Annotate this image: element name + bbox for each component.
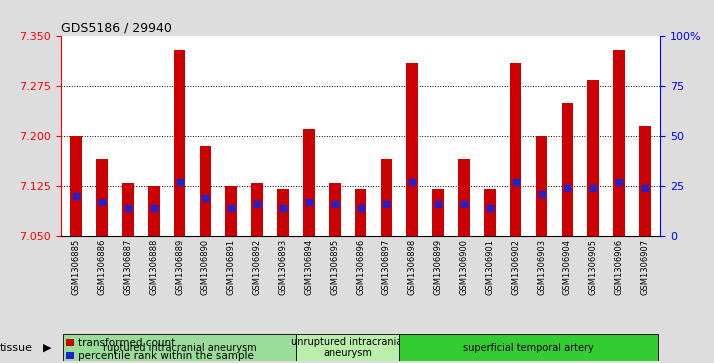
Text: superficial temporal artery: superficial temporal artery xyxy=(463,343,594,352)
Point xyxy=(510,179,521,185)
Bar xyxy=(329,183,341,236)
Point xyxy=(122,205,134,211)
Point xyxy=(96,199,108,205)
Bar xyxy=(613,50,625,236)
Point xyxy=(251,201,263,207)
Point xyxy=(562,185,573,191)
Point xyxy=(433,201,444,207)
Point xyxy=(536,191,547,197)
Point xyxy=(277,205,288,211)
Text: ▶: ▶ xyxy=(43,343,51,352)
Point xyxy=(303,199,315,205)
Bar xyxy=(484,189,496,236)
Bar xyxy=(399,334,658,361)
Bar xyxy=(251,183,263,236)
Bar xyxy=(296,334,399,361)
Bar xyxy=(96,159,108,236)
Bar xyxy=(355,189,366,236)
Point xyxy=(148,205,159,211)
Bar xyxy=(406,63,418,236)
Point xyxy=(174,179,186,185)
Bar xyxy=(432,189,444,236)
Bar xyxy=(458,159,470,236)
Bar xyxy=(148,186,159,236)
Legend: transformed count, percentile rank within the sample: transformed count, percentile rank withi… xyxy=(66,338,254,362)
Bar xyxy=(639,126,650,236)
Point xyxy=(639,185,650,191)
Bar xyxy=(588,79,599,236)
Point xyxy=(613,179,625,185)
Bar xyxy=(226,186,237,236)
Text: GDS5186 / 29940: GDS5186 / 29940 xyxy=(61,21,171,34)
Bar xyxy=(381,159,392,236)
Bar xyxy=(277,189,289,236)
Point xyxy=(200,195,211,201)
Point xyxy=(588,185,599,191)
Point xyxy=(329,201,341,207)
Point xyxy=(226,205,237,211)
Point xyxy=(458,201,470,207)
Text: tissue: tissue xyxy=(0,343,33,352)
Point xyxy=(381,201,392,207)
Point xyxy=(484,205,496,211)
Point xyxy=(71,193,82,199)
Bar xyxy=(536,136,548,236)
Text: ruptured intracranial aneurysm: ruptured intracranial aneurysm xyxy=(103,343,256,352)
Point xyxy=(406,179,418,185)
Text: unruptured intracranial
aneurysm: unruptured intracranial aneurysm xyxy=(291,337,405,358)
Point xyxy=(355,205,366,211)
Bar xyxy=(200,146,211,236)
Bar xyxy=(71,136,82,236)
Bar xyxy=(510,63,521,236)
Bar xyxy=(122,183,134,236)
Bar xyxy=(303,130,315,236)
Bar xyxy=(174,50,186,236)
Bar xyxy=(562,103,573,236)
Bar xyxy=(64,334,296,361)
